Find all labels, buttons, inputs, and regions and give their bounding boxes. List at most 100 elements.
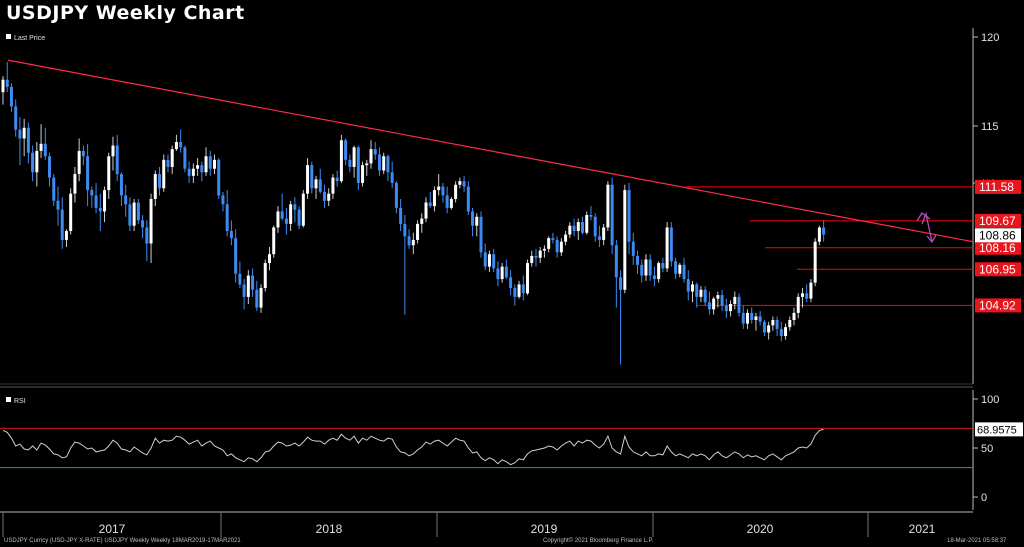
candle-body <box>115 145 119 175</box>
level-label: 108.16 <box>979 241 1016 255</box>
candle-body <box>251 275 255 290</box>
candle-body <box>475 216 479 226</box>
candle-body <box>369 149 373 164</box>
candle-body <box>64 231 68 240</box>
x-tick-label: 2019 <box>531 522 558 536</box>
candle-body <box>411 239 415 246</box>
candle-body <box>576 222 580 232</box>
candle-body <box>225 204 229 232</box>
candle-body <box>18 129 22 139</box>
candle-body <box>479 216 483 253</box>
candle-body <box>43 143 47 157</box>
candle-body <box>310 165 314 189</box>
candle-body <box>361 165 365 183</box>
candle-body <box>196 165 200 169</box>
candle-body <box>276 211 280 228</box>
candle-body <box>534 255 538 258</box>
candle-body <box>640 264 644 276</box>
candle-body <box>183 147 187 169</box>
candle-body <box>77 150 81 175</box>
last-price-label: 108.86 <box>979 228 1016 242</box>
candle-body <box>301 193 305 226</box>
price-legend-swatch <box>6 34 11 39</box>
candle-body <box>246 275 250 297</box>
candle-body <box>695 284 699 297</box>
candle-body <box>103 190 107 212</box>
candle-body <box>166 159 170 167</box>
candle-body <box>318 179 322 192</box>
candle-body <box>344 140 348 160</box>
candle-body <box>737 296 741 313</box>
candle-body <box>22 127 26 139</box>
candle-body <box>750 312 754 321</box>
candle-body <box>445 195 449 208</box>
candle-body <box>551 238 555 240</box>
candle-body <box>437 186 441 191</box>
rsi-tick-label: 0 <box>981 492 987 504</box>
candle-body <box>238 273 242 285</box>
candle-body <box>280 211 284 219</box>
rsi-tick-label: 50 <box>981 443 993 455</box>
candle-body <box>242 284 246 297</box>
candle-body <box>284 218 288 224</box>
candle-body <box>208 156 212 169</box>
candle-body <box>606 184 610 228</box>
arrow-head-down <box>926 234 937 244</box>
candle-body <box>661 263 665 269</box>
candle-body <box>581 222 585 233</box>
candle-body <box>81 150 85 157</box>
candle-body <box>466 186 470 212</box>
rsi-legend-swatch <box>6 397 11 402</box>
candle-body <box>707 302 711 310</box>
rsi-value-box <box>975 422 1023 437</box>
candle-body <box>365 163 369 166</box>
candle-body <box>272 227 276 255</box>
candle-body <box>14 106 18 130</box>
candle-body <box>200 165 204 173</box>
candle-body <box>26 127 30 153</box>
candle-body <box>458 181 462 185</box>
candle-body <box>9 86 13 107</box>
candle-body <box>699 289 703 297</box>
candle-body <box>327 193 331 201</box>
candle-body <box>521 284 525 294</box>
candle-body <box>822 227 826 235</box>
candle-body <box>132 202 136 226</box>
rsi-line <box>2 428 824 466</box>
candle-body <box>716 295 720 299</box>
candle-body <box>449 198 453 208</box>
candle-body <box>779 328 783 337</box>
candle-body <box>796 296 800 313</box>
rsi-tick-label: 100 <box>981 394 999 406</box>
candle-body <box>636 255 639 265</box>
candle-body <box>339 140 343 182</box>
candle-body <box>542 248 546 251</box>
candle-body <box>306 165 310 194</box>
candle-body <box>657 263 661 280</box>
candle-body <box>784 327 788 337</box>
candle-body <box>352 147 356 167</box>
level-label: 104.92 <box>979 298 1016 312</box>
candle-body <box>775 320 779 329</box>
candle-body <box>792 312 796 321</box>
last-price-box <box>975 228 1021 243</box>
candle-body <box>90 190 94 196</box>
candle-body <box>593 216 597 237</box>
x-tick-label: 2020 <box>747 522 774 536</box>
candle-body <box>432 190 436 207</box>
candle-body <box>314 179 318 189</box>
candle-body <box>5 79 9 87</box>
candle-body <box>619 277 623 290</box>
candle-body <box>416 223 420 240</box>
candle-body <box>572 225 576 232</box>
candle-body <box>386 156 390 173</box>
candle-body <box>107 156 111 191</box>
candle-body <box>141 220 145 228</box>
footer-copyright: Copyright© 2021 Bloomberg Finance L.P. <box>543 538 654 544</box>
candle-body <box>267 254 271 264</box>
candle-body <box>788 320 792 328</box>
candle-body <box>394 182 398 208</box>
candle-body <box>686 279 690 292</box>
candle-body <box>568 225 572 235</box>
candle-body <box>1 79 5 93</box>
